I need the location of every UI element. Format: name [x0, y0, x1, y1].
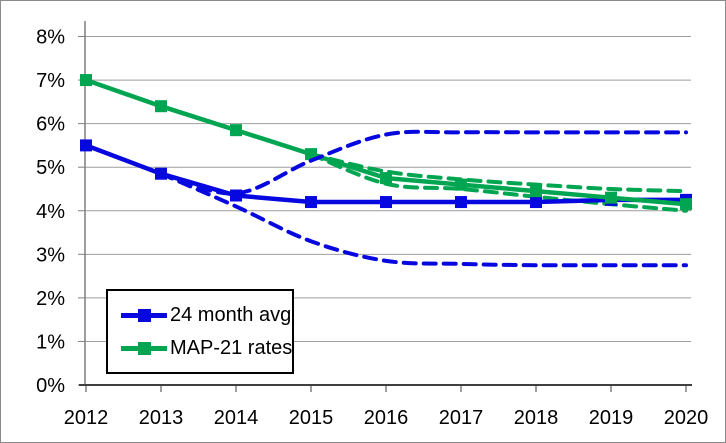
series-marker-24-month-avg	[305, 196, 317, 209]
series-marker-24-month-avg	[80, 139, 92, 152]
series-marker-map-21-rates	[380, 172, 392, 185]
x-tick-label: 2018	[514, 407, 559, 429]
x-tick-label: 2013	[139, 407, 184, 429]
series-marker-24-month-avg	[380, 196, 392, 209]
y-tick-label: 0%	[36, 375, 65, 397]
series-marker-map-21-rates	[530, 185, 542, 198]
x-tick-label: 2012	[64, 407, 109, 429]
legend-entry-map-21-rates: MAP-21 rates	[121, 338, 292, 358]
y-tick-label: 2%	[36, 288, 65, 310]
y-tick-label: 5%	[36, 157, 65, 179]
y-tick-label: 6%	[36, 114, 65, 136]
y-tick-label: 8%	[36, 27, 65, 49]
series-marker-map-21-rates	[605, 191, 617, 204]
series-marker-map-21-rates	[80, 74, 92, 87]
series-line-24-month-avg-upper-band-dashed	[159, 129, 688, 196]
x-tick-label: 2019	[589, 407, 634, 429]
series-marker-map-21-rates	[230, 124, 242, 137]
series-line-24-month-avg-lower-band-dashed	[159, 171, 688, 268]
swatch-square-marker	[138, 342, 151, 356]
legend: 24 month avg MAP-21 rates	[106, 289, 294, 374]
x-tick-label: 2016	[364, 407, 409, 429]
legend-label: 24 month avg	[170, 303, 292, 326]
y-tick-label: 4%	[36, 201, 65, 223]
swatch-square-marker	[138, 308, 151, 322]
series-line-map-21-upper-band-dashed	[309, 152, 688, 194]
x-tick-label: 2020	[664, 407, 709, 429]
series-marker-map-21-rates	[155, 100, 167, 113]
x-tick-label: 2015	[289, 407, 334, 429]
x-tick-label: 2014	[214, 407, 259, 429]
y-tick-label: 7%	[36, 70, 65, 92]
series-marker-24-month-avg	[530, 196, 542, 209]
series-marker-map-21-rates	[305, 148, 317, 161]
series-marker-map-21-rates	[680, 198, 692, 211]
y-tick-label: 1%	[36, 331, 65, 353]
line-square-marker-swatch-blue	[121, 308, 167, 322]
legend-entry-24-month-avg: 24 month avg	[121, 305, 292, 325]
line-square-marker-swatch-green	[121, 341, 167, 356]
x-tick-label: 2017	[439, 407, 484, 429]
legend-label: MAP-21 rates	[170, 337, 293, 360]
series-marker-map-21-rates	[455, 178, 467, 191]
series-marker-24-month-avg	[455, 196, 467, 209]
y-tick-label: 3%	[36, 244, 65, 266]
